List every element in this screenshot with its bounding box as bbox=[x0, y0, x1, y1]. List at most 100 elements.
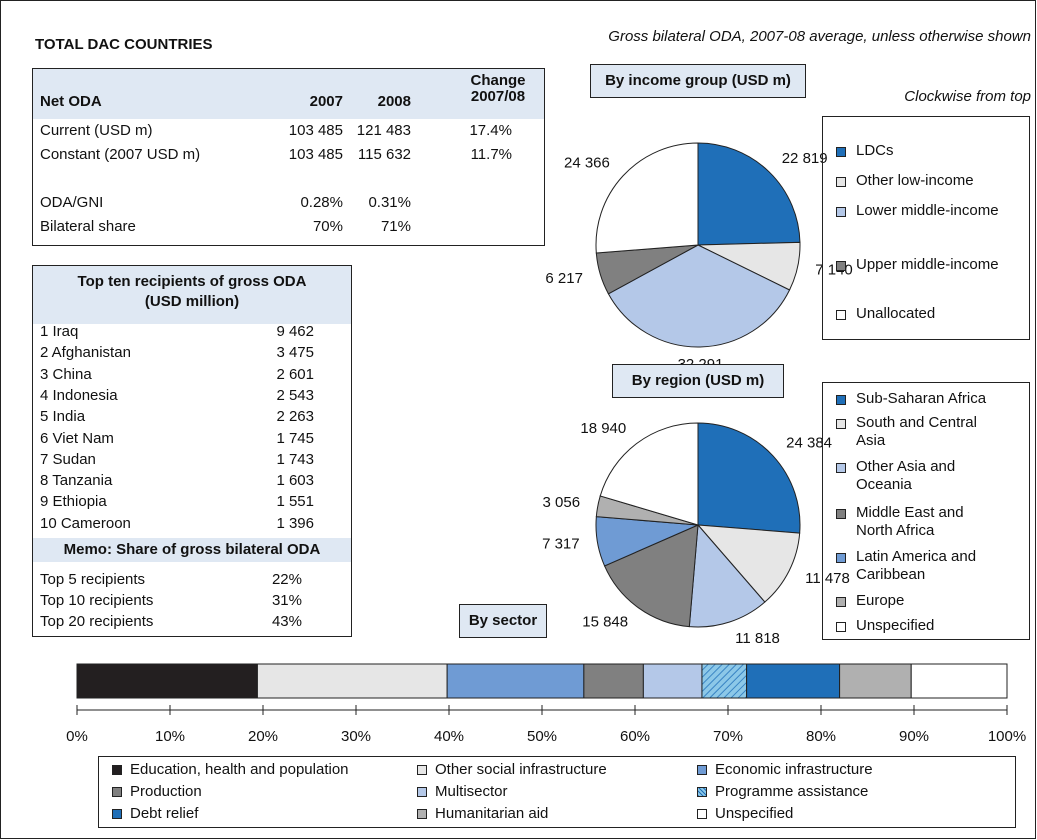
memo-label: Top 5 recipients bbox=[40, 571, 146, 588]
table-cell: 0.28% bbox=[300, 194, 343, 211]
data-label: 15 848 bbox=[582, 614, 628, 631]
bar-segment bbox=[583, 663, 644, 699]
table-cell: 17.4% bbox=[469, 122, 512, 139]
legend-label: Programme assistance bbox=[715, 783, 869, 800]
x-tick-label: 90% bbox=[899, 728, 929, 745]
legend-label: Sub-Saharan Africa bbox=[856, 390, 987, 407]
legend-label: Upper middle-income bbox=[856, 256, 999, 273]
data-label: 11 818 bbox=[735, 630, 780, 647]
legend-label: Production bbox=[130, 783, 202, 800]
data-label: 24 384 bbox=[786, 435, 832, 452]
table-cell: 115 632 bbox=[357, 146, 411, 163]
recipient: 7 Sudan bbox=[40, 450, 96, 468]
pie-slice bbox=[697, 422, 801, 534]
data-label: 11 478 bbox=[805, 570, 850, 587]
recipient-value: 1 745 bbox=[276, 429, 314, 447]
net-oda-box bbox=[32, 68, 545, 246]
subtitle: Gross bilateral ODA, 2007-08 average, un… bbox=[608, 28, 1031, 45]
pie-slice bbox=[603, 524, 699, 628]
bar-segment bbox=[256, 663, 448, 699]
pie-slice bbox=[599, 422, 699, 526]
recipient-value: 1 551 bbox=[276, 493, 314, 511]
legend-label: Lower middle-income bbox=[856, 202, 999, 219]
legend-swatch bbox=[836, 463, 846, 473]
recipient: 1 Iraq bbox=[40, 323, 79, 340]
column-header: 2008 bbox=[377, 93, 411, 110]
memo-value: 43% bbox=[271, 613, 302, 630]
pie-slice bbox=[688, 523, 766, 628]
bar-segment bbox=[701, 663, 748, 699]
bar-segment bbox=[76, 663, 258, 699]
table-cell: 121 483 bbox=[356, 122, 411, 139]
data-label: 7 317 bbox=[542, 536, 580, 553]
legend-swatch bbox=[112, 787, 122, 797]
legend-label: South and Central Asia bbox=[856, 414, 977, 449]
pie-slice bbox=[607, 244, 791, 348]
data-label: 18 940 bbox=[580, 420, 626, 437]
legend-swatch bbox=[836, 395, 846, 405]
legend-label: Multisector bbox=[435, 783, 508, 800]
x-tick-label: 70% bbox=[713, 728, 743, 745]
recipient: 6 Viet Nam bbox=[40, 429, 114, 447]
memo-label: Top 20 recipients bbox=[40, 613, 154, 630]
legend-swatch bbox=[836, 147, 846, 157]
row-label: ODA/GNI bbox=[40, 194, 104, 211]
x-tick-label: 0% bbox=[66, 728, 88, 745]
column-header: 2007 bbox=[309, 93, 343, 110]
top-ten-header-bg bbox=[33, 266, 351, 324]
row-label: Bilateral share bbox=[40, 218, 136, 235]
recipient-value: 2 543 bbox=[276, 386, 314, 404]
bar-segment bbox=[839, 663, 912, 699]
memo-label: Top 10 recipients bbox=[40, 592, 154, 609]
pie-slice bbox=[595, 142, 699, 254]
data-label: 22 819 bbox=[782, 150, 828, 167]
memo-title: Memo: Share of gross bilateral ODA bbox=[63, 541, 321, 558]
legend-label: Debt relief bbox=[130, 805, 199, 822]
legend-label: Unspecified bbox=[856, 617, 935, 634]
chart-title: By region (USD m) bbox=[612, 364, 784, 398]
recipient-value: 9 462 bbox=[276, 323, 314, 340]
recipient-value: 2 601 bbox=[276, 365, 314, 383]
memo-value: 31% bbox=[271, 592, 302, 609]
bar-segment bbox=[910, 663, 1008, 699]
top-ten-box bbox=[32, 265, 352, 637]
top-ten-title: Top ten recipients of gross ODA (USD mil… bbox=[77, 273, 307, 310]
table-cell: 71% bbox=[380, 218, 411, 235]
recipient: 3 China bbox=[40, 365, 92, 383]
legend-label: Unspecified bbox=[715, 805, 794, 822]
legend-label: Humanitarian aid bbox=[435, 805, 549, 822]
data-label: 24 366 bbox=[564, 155, 610, 172]
legend-label: Unallocated bbox=[856, 305, 936, 322]
legend-swatch bbox=[836, 261, 846, 271]
legend-swatch bbox=[836, 310, 846, 320]
legend-swatch bbox=[836, 509, 846, 519]
x-tick-label: 20% bbox=[248, 728, 278, 745]
bar-segment bbox=[642, 663, 703, 699]
memo-value: 22% bbox=[271, 571, 302, 588]
legend-box bbox=[822, 116, 1030, 340]
legend-swatch bbox=[836, 597, 846, 607]
recipient: 9 Ethiopia bbox=[40, 493, 107, 511]
recipient: 8 Tanzania bbox=[40, 472, 113, 490]
table-cell: 11.7% bbox=[470, 146, 512, 163]
bar-segment bbox=[746, 663, 841, 699]
legend-swatch bbox=[697, 765, 707, 775]
legend-label: Middle East and North Africa bbox=[856, 504, 964, 539]
recipient: 2 Afghanistan bbox=[40, 344, 131, 362]
x-tick-label: 50% bbox=[527, 728, 557, 745]
legend-label: Latin America and Caribbean bbox=[856, 548, 977, 583]
column-header: Net ODA bbox=[40, 93, 102, 110]
chart-title: By sector bbox=[459, 604, 547, 638]
x-tick-label: 10% bbox=[155, 728, 185, 745]
legend-label: Europe bbox=[856, 592, 905, 609]
legend-label: Other low-income bbox=[856, 172, 974, 189]
legend-label: Economic infrastructure bbox=[715, 761, 873, 778]
legend-swatch bbox=[836, 553, 846, 563]
legend-swatch bbox=[836, 207, 846, 217]
recipient-value: 3 475 bbox=[276, 344, 314, 362]
row-label: Constant (2007 USD m) bbox=[40, 146, 201, 163]
legend-label: Other Asia and Oceania bbox=[856, 458, 956, 493]
note: Clockwise from top bbox=[904, 88, 1031, 105]
